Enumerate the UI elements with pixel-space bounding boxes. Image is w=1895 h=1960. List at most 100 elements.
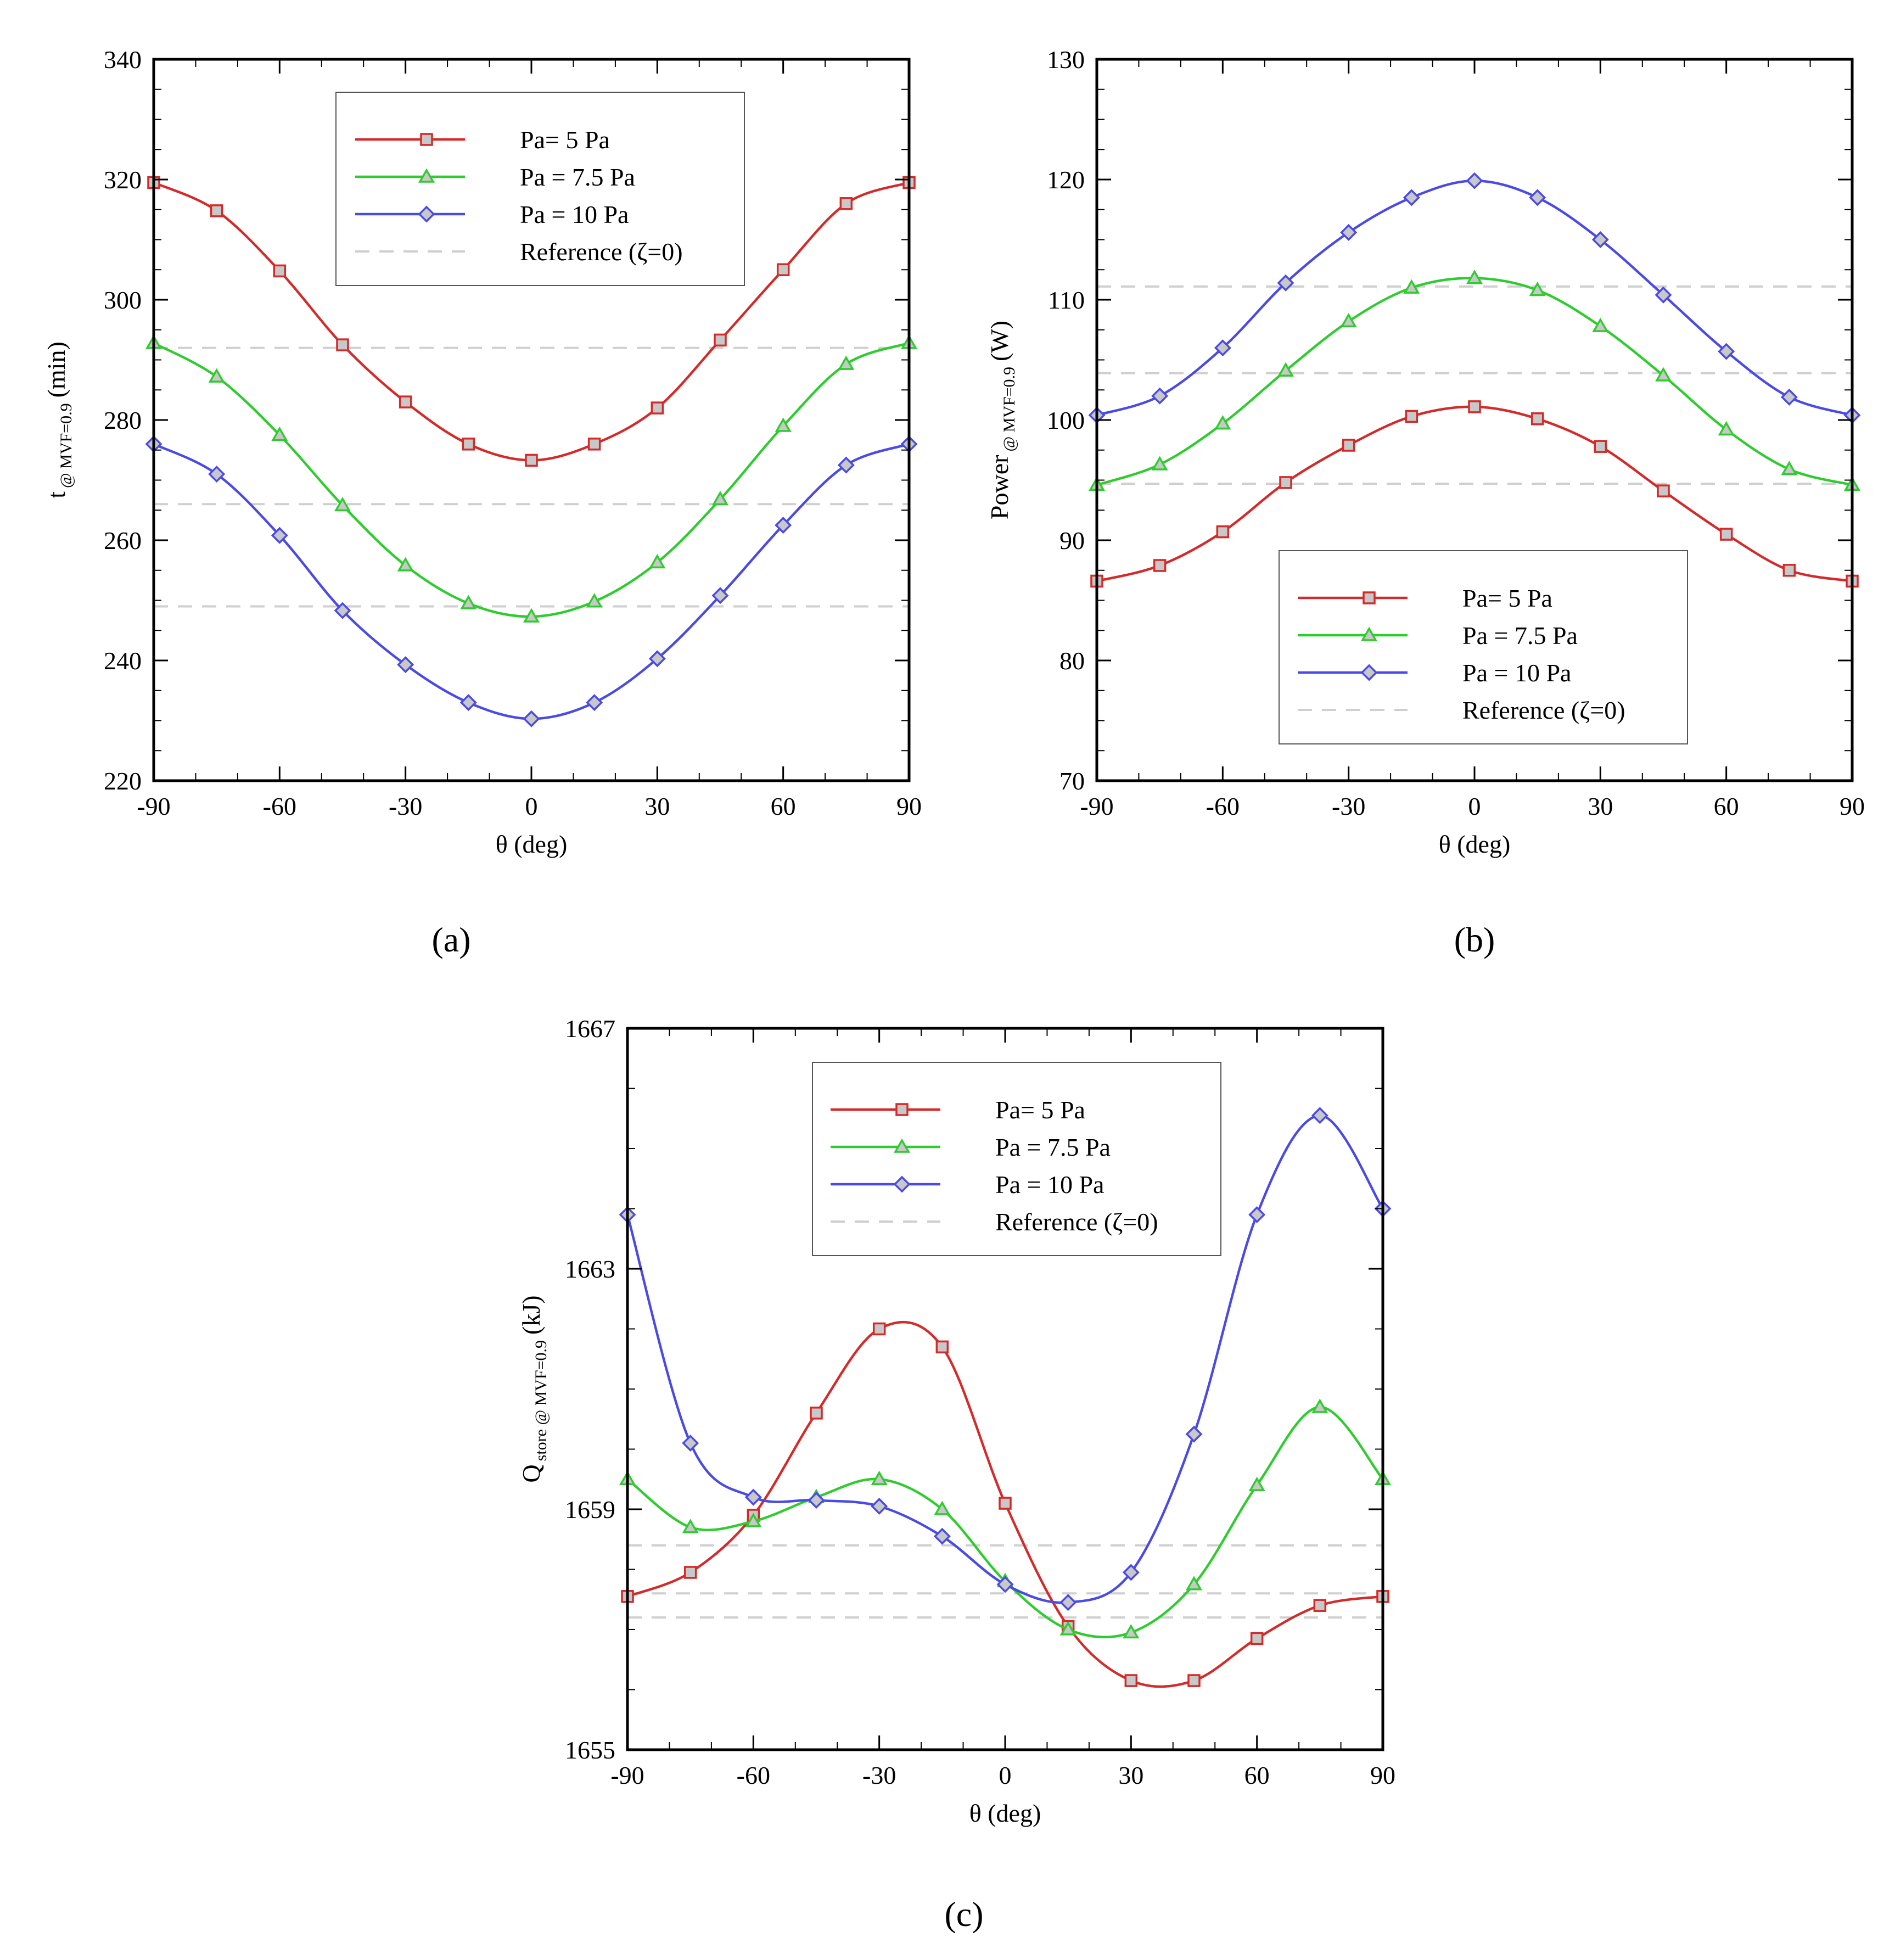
plot-c-series-0-point-3	[810, 1407, 823, 1420]
plot-b-series-0-point-11	[1782, 564, 1796, 577]
plot-a-xlabel: θ (deg)	[496, 830, 568, 858]
plot-b-xtick-label-4: 30	[1588, 792, 1613, 820]
plot-a-xtick-label-5: 60	[771, 792, 796, 820]
plot-b-series-2-point-6	[1466, 172, 1483, 189]
plot-b-series-2-point-3	[1277, 274, 1294, 292]
plot-c-series-1-point-2	[745, 1513, 762, 1527]
plot-c-series-1-point-1	[682, 1519, 699, 1533]
plot-c-reference-layer	[627, 1544, 1383, 1619]
plot-b-ytick-label-4: 110	[1048, 286, 1085, 314]
plot-b-legend-label-0: Pa= 5 Pa	[1462, 584, 1552, 612]
plot-a-series-2-point-4	[397, 656, 414, 674]
plot-c-ylabel-sub: store @ MVF=0.9	[532, 1340, 550, 1461]
plot-c-xlabel: θ (deg)	[969, 1799, 1041, 1827]
plot-b-series-1-point-3	[1277, 362, 1294, 377]
plot-a-series-1-point-8	[649, 553, 666, 569]
plot-b-series-0-point-2	[1216, 525, 1230, 539]
plot-b-legend-label-2: Pa = 10 Pa	[1462, 659, 1571, 687]
plot-a-legend-marker-2	[418, 205, 435, 223]
plot-c-series-2-point-9	[1185, 1425, 1203, 1443]
plot-c-legend-label-1: Pa = 7.5 Pa	[995, 1133, 1111, 1161]
plot-c-xtick-label-6: 90	[1370, 1761, 1395, 1789]
plot-a-series-0-point-4	[399, 395, 412, 408]
plot-a-series-2-point-10	[775, 517, 792, 534]
plot-a-reference-layer	[154, 346, 909, 608]
plot-a-series-2-point-6	[523, 710, 540, 727]
plot-b-series-0-point-10	[1719, 528, 1733, 541]
plot-a-xtick-label-1: -60	[263, 792, 296, 820]
plot-b-ylabel-main: Power	[985, 455, 1013, 520]
plot-a-legend-label-0: Pa= 5 Pa	[520, 126, 610, 154]
plot-c-ylabel: Qstore @ MVF=0.9 (kJ)	[517, 1295, 550, 1482]
plot-a-xtick-label-3: 0	[525, 792, 538, 820]
plot-b-legend-box	[1279, 550, 1688, 744]
plot-c-series-1-point-4	[871, 1470, 888, 1485]
plot-b-series-2-point-7	[1529, 189, 1546, 206]
plot-b-legend-marker-1	[1360, 626, 1378, 641]
plot-c-series-0-point-4	[872, 1322, 886, 1336]
plot-a-series-2-point-3	[334, 602, 351, 619]
plot-c-series-1-point-9	[1185, 1576, 1203, 1591]
plot-a-series-2-point-7	[586, 694, 603, 712]
plot-a-ytick-label-4: 300	[104, 286, 142, 314]
plot-a-xtick-label-2: -30	[389, 792, 422, 820]
plot-b-series-0-point-9	[1657, 484, 1670, 497]
plot-c-series-0-point-9	[1187, 1674, 1201, 1687]
plot-a-series-2-point-1	[208, 466, 226, 483]
plot-c-series-2-point-8	[1122, 1564, 1140, 1581]
plot-b-caption: (b)	[1454, 920, 1495, 959]
plot-c-series-2-line	[626, 1114, 1384, 1604]
plot-c-series-1-point-8	[1123, 1623, 1140, 1639]
plot-c-series-0-point-8	[1124, 1674, 1138, 1687]
plot-c-ytick-label-3: 1667	[565, 1015, 615, 1043]
plot-a-series-1-point-10	[775, 417, 792, 432]
plot-c-xtick-label-0: -90	[610, 1761, 644, 1789]
plot-b-series-1-point-2	[1214, 415, 1231, 430]
plot-a-legend-label-3: Reference (ζ=0)	[520, 238, 683, 266]
plot-b-legend-label-1: Pa = 7.5 Pa	[1462, 621, 1578, 649]
plot-b-series-2-point-2	[1214, 339, 1231, 357]
plot-c-series-0-point-10	[1250, 1632, 1264, 1645]
plot-a-ytick-label-5: 320	[104, 166, 142, 194]
plot-c-series-layer	[619, 1107, 1392, 1688]
plot-c-ylabel-main: Q	[517, 1464, 545, 1482]
plot-a-ytick-label-3: 280	[104, 406, 142, 434]
plot-b-series-1-point-5	[1403, 279, 1420, 294]
plot-b-series-1-point-4	[1340, 312, 1357, 328]
plot-a-ytick-label-2: 260	[104, 527, 142, 555]
plot-b-xtick-label-1: -60	[1206, 792, 1240, 820]
plot-b-legend-label-3: Reference (ζ=0)	[1462, 696, 1625, 724]
plot-b-series-1-point-6	[1466, 270, 1483, 284]
plot-c-series-2-point-7	[1059, 1594, 1077, 1611]
plot-b-series-layer	[1088, 172, 1861, 588]
plot-b-ylabel-sub: @ MVF=0.9	[1000, 367, 1018, 452]
plot-b-xtick-label-6: 90	[1840, 792, 1865, 820]
plot-c-legend-label-0: Pa= 5 Pa	[995, 1096, 1085, 1124]
plot-b-series-1-point-9	[1655, 367, 1672, 382]
plot-c-xtick-label-4: 30	[1118, 1761, 1143, 1789]
plot-a-legend: Pa= 5 Pa Pa = 7.5 Pa Pa = 10 Pa Reference (…	[335, 92, 745, 286]
plot-a-series-2-line	[153, 443, 910, 720]
plot-a-series-1-point-4	[397, 557, 414, 572]
plot-a-series-1-point-9	[711, 491, 729, 506]
plot-a-ylabel: t @ MVF=0.9 (min)	[42, 341, 75, 499]
plot-b-series-0-point-4	[1342, 439, 1355, 452]
plot-b-xtick-label-3: 0	[1468, 792, 1481, 820]
plot-a-series-1-point-11	[838, 355, 855, 370]
plot-c-xtick-label-1: -60	[737, 1761, 770, 1789]
plot-a-series-0-point-10	[776, 263, 790, 276]
plot-c-legend-marker-0	[895, 1103, 909, 1116]
plot-b-series-2-point-4	[1340, 223, 1358, 241]
plot-c-ticks: -90 -60 -30 0 30 60 90 1655 1659 1663 1667	[565, 1015, 1395, 1789]
plot-b-ytick-label-2: 90	[1059, 527, 1085, 555]
plot-c-ytick-label-2: 1663	[565, 1255, 615, 1283]
plot-a-series-0-point-1	[210, 204, 223, 217]
plot-c-series-2-point-11	[1311, 1107, 1328, 1124]
plot-c-series-2-point-2	[744, 1488, 762, 1506]
plot-a-ytick-label-6: 340	[104, 46, 142, 74]
plot-a-series-0-point-2	[273, 264, 287, 278]
plot-b: -90 -60 -30 0 30 60 90 70 80 90 100 110 120 130 θ (de…	[985, 46, 1865, 959]
plot-a-ylabel-unit: (min)	[42, 341, 70, 397]
plot-a-series-0-point-9	[714, 333, 727, 347]
